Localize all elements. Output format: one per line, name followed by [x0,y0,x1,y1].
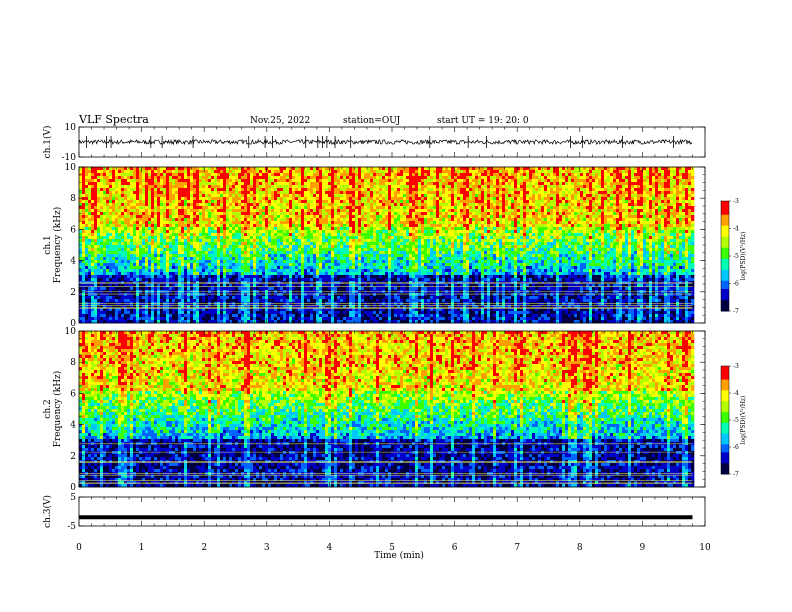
colorbar-tick-label: -5 [733,417,739,424]
y-axis-label: Frequency (kHz) [52,371,63,448]
x-tick-label: 10 [699,543,711,553]
x-tick-label: 9 [640,543,646,553]
y-tick-label: 10 [65,163,77,173]
start-time-label: start UT = 19: 20: 0 [437,116,529,126]
colorbar-tick-label: -6 [733,281,739,288]
y-tick-label: 8 [70,358,76,368]
ch2-spectrogram-panel [79,331,695,488]
x-tick-label: 4 [327,543,333,553]
station-label: station=OUJ [343,116,401,126]
y-axis-label: ch.3(V) [42,495,53,528]
y-tick-label: 5 [70,493,76,503]
y-tick-label: 4 [70,421,76,431]
colorbar-tick-label: -6 [733,444,739,451]
x-axis-label: Time (min) [374,550,424,561]
x-tick-label: 8 [577,543,583,553]
ch1-waveform-panel [78,136,693,148]
figure-title: VLF Spectra [78,113,149,126]
y-tick-label: 0 [70,319,76,329]
colorbar-tick-label: -4 [733,390,739,397]
ch1-spectrogram-panel [79,167,695,324]
y-tick-label: 10 [65,327,77,337]
colorbar-label: log(PSD)(V²/Hz) [740,396,747,445]
x-tick-label: 0 [76,543,82,553]
colorbar-tick-label: -5 [733,253,739,260]
y-tick-label: 10 [65,123,77,133]
y-tick-label: 8 [70,194,76,204]
y-axis-label: Frequency (kHz) [52,207,63,284]
y-tick-label: 6 [70,389,76,399]
y-tick-label: 0 [70,483,76,493]
y-axis-label: ch.1(V) [42,126,53,159]
ch1-trace [78,138,693,146]
date-label: Nov.25, 2022 [250,116,310,126]
colorbar-tick-label: -3 [733,363,739,370]
colorbar-tick-label: -4 [733,226,739,233]
x-tick-label: 7 [514,543,520,553]
y-tick-label: 2 [70,288,76,298]
y-tick-label: 2 [70,452,76,462]
panel-channel-label: ch.2 [43,399,53,418]
x-tick-label: 5 [389,543,395,553]
x-tick-label: 2 [201,543,207,553]
panel-channel-label: ch.1 [43,235,53,254]
colorbar-label: log(PSD)(V²/Hz) [740,232,747,281]
x-tick-label: 6 [452,543,458,553]
x-tick-label: 3 [264,543,270,553]
y-tick-label: 6 [70,225,76,235]
y-tick-label: 4 [70,257,76,267]
colorbar-tick-label: -7 [733,471,739,478]
y-tick-label: -10 [62,153,77,163]
colorbar-tick-label: -3 [733,198,739,205]
y-tick-label: -5 [67,522,76,532]
colorbar-tick-label: -7 [733,308,739,315]
colorbars: -3 -4 -5 -6 -7 log(PSD)(V²/Hz) -3 -4 -5 -6 -7 log(P… [720,198,747,478]
x-tick-label: 1 [139,543,145,553]
